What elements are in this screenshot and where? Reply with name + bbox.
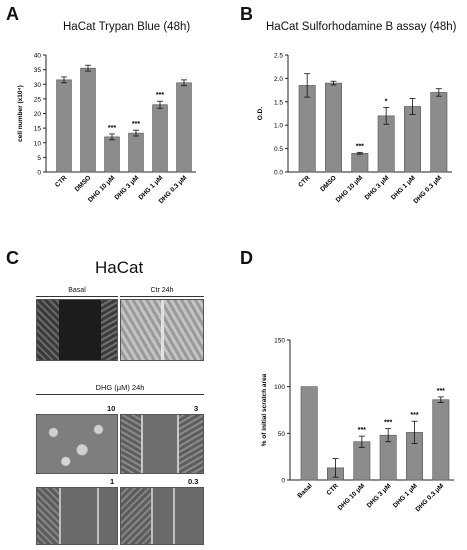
y-tick-label: 0 xyxy=(37,170,41,177)
significance-label: * xyxy=(385,98,388,105)
dhg24-bracket xyxy=(36,394,204,395)
y-tick-label: 0.5 xyxy=(274,146,283,153)
x-tick-label: DMSO xyxy=(319,174,338,193)
basal-caption: Basal xyxy=(68,287,86,294)
x-tick-label: CTR xyxy=(54,174,69,189)
y-tick-label: 0.0 xyxy=(274,170,283,177)
bar-DHG-1-M xyxy=(404,106,421,173)
significance-label: *** xyxy=(358,427,366,434)
x-tick-label: CTR xyxy=(297,174,312,189)
chart-b: 0.0 0.5 1.0 1.5 2.0 2.5 O.D. CTR DMSO *** DHG 10 μ… xyxy=(257,53,452,205)
bar-DHG-0.3-M xyxy=(430,92,448,173)
basal-bracket xyxy=(36,296,118,297)
bar-Basal xyxy=(300,386,318,481)
y-axis-label: O.D. xyxy=(257,107,264,121)
y-tick-label: 0 xyxy=(281,478,285,485)
micrograph-basal xyxy=(36,299,118,361)
x-tick-label: DHG 10 μM xyxy=(335,174,364,203)
y-axis-label: % of initial scratch area xyxy=(261,373,268,446)
micrograph-dhg-1 xyxy=(36,487,118,545)
y-tick-label: 25 xyxy=(34,96,42,103)
panel-c-letter: C xyxy=(6,248,19,268)
y-tick-label: 40 xyxy=(34,53,42,60)
y-tick-label: 1.0 xyxy=(274,123,283,130)
y-tick-label: 20 xyxy=(34,111,42,118)
y-tick-label: 35 xyxy=(34,67,42,74)
significance-label: *** xyxy=(410,412,418,419)
panel-b-title: HaCat Sulforhodamine B assay (48h) xyxy=(266,21,457,33)
panel-d-letter: D xyxy=(240,248,253,268)
bar-DHG-3-M xyxy=(128,132,144,173)
x-tick-label: DHG 0.3 μM xyxy=(414,482,445,513)
y-tick-label: 1.5 xyxy=(274,99,283,106)
y-tick-label: 100 xyxy=(274,384,285,391)
ctr24-bracket xyxy=(120,296,204,297)
y-tick-label: 150 xyxy=(274,338,285,345)
significance-label: *** xyxy=(108,125,116,132)
bar-DHG-0.3-M xyxy=(432,399,450,481)
micrograph-dhg-10 xyxy=(36,414,118,474)
y-tick-label: 2.0 xyxy=(274,76,283,83)
chart-d: 0 50 100 150 % of initial scratch area Basal C… xyxy=(261,338,454,513)
significance-label: *** xyxy=(356,143,364,150)
x-tick-label: DHG 3 μM xyxy=(113,174,140,201)
micrograph-dhg-0.3 xyxy=(120,487,204,545)
micrograph-ctr24 xyxy=(120,299,204,361)
significance-label: *** xyxy=(384,420,392,427)
x-tick-label: DHG 3 μM xyxy=(364,174,391,201)
bar-DHG-1-M xyxy=(152,104,168,173)
y-tick-label: 10 xyxy=(34,140,42,147)
bar-DHG-0.3-M xyxy=(176,82,192,173)
x-tick-label: CTR xyxy=(326,482,341,497)
conc-1-label: 1 xyxy=(110,477,115,486)
panel-c-title: HaCat xyxy=(95,258,144,277)
dhg24-caption: DHG (μM) 24h xyxy=(95,383,145,392)
conc-3-label: 3 xyxy=(194,404,199,413)
significance-label: *** xyxy=(132,121,140,128)
y-tick-label: 15 xyxy=(34,126,42,133)
panel-a-letter: A xyxy=(6,4,19,24)
bar-DMSO xyxy=(325,82,342,173)
y-tick-label: 2.5 xyxy=(274,53,283,60)
y-tick-label: 30 xyxy=(34,82,42,89)
bar-CTR xyxy=(298,85,316,173)
x-tick-label: DHG 1 μM xyxy=(390,174,417,201)
significance-label: *** xyxy=(156,92,164,99)
micrograph-dhg-3 xyxy=(120,414,204,474)
ctr24-caption: Ctr 24h xyxy=(150,287,174,294)
bar-DHG-10-M xyxy=(104,136,120,173)
x-tick-label: DHG 0.3 μM xyxy=(412,174,443,205)
conc-0.3-label: 0.3 xyxy=(188,477,199,486)
panel-a-title: HaCat Trypan Blue (48h) xyxy=(63,21,191,33)
y-tick-label: 5 xyxy=(37,155,41,162)
significance-label: *** xyxy=(437,388,445,395)
x-tick-label: Basal xyxy=(296,482,313,499)
x-tick-label: DHG 10 μM xyxy=(337,482,366,511)
bar-CTR xyxy=(56,79,72,173)
y-tick-label: 50 xyxy=(278,431,286,438)
y-axis-label: cell number (x10⁴) xyxy=(17,85,24,142)
conc-10-label: 10 xyxy=(107,404,116,413)
x-tick-label: DHG 1 μM xyxy=(392,482,419,509)
bar-DMSO xyxy=(80,67,96,173)
x-tick-label: DMSO xyxy=(74,174,93,193)
chart-a: 0 5 10 15 20 25 30 35 40 cell number (x10⁴) CTR DMS… xyxy=(17,53,196,205)
x-tick-label: DHG 3 μM xyxy=(366,482,393,509)
bar-DHG-10-M xyxy=(351,152,369,173)
panel-b-letter: B xyxy=(240,4,253,24)
